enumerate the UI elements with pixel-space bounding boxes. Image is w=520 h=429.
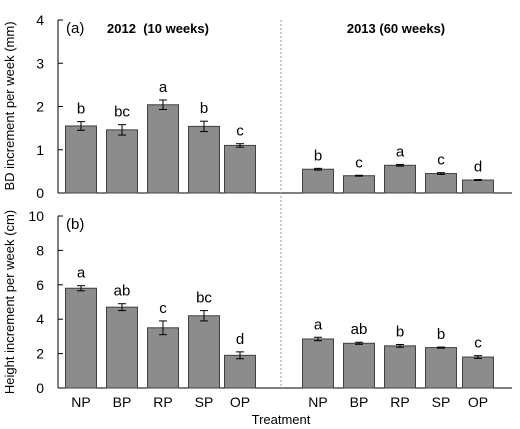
x-tick-label-bp: BP [113,394,132,410]
x-tick-label-op: OP [230,394,250,410]
panel-b-significance-letter: a [314,316,323,333]
panel-a-bar-sp [425,173,457,194]
panel-b-bar-rp [384,345,416,389]
panel-a-significance-letter: a [159,79,168,96]
panel-a-y-tick-label: 0 [36,185,44,201]
panel-a-bar-sp [188,125,220,194]
x-axis-title: Treatment [252,412,311,427]
panel-a-significance-letter: c [355,154,363,171]
panel-a-bar-np [302,168,334,194]
panel-a-y-tick-label: 2 [36,99,44,115]
panel-a-label: (a) [66,20,84,37]
panel-b-significance-letter: ab [351,321,368,338]
panel-a-significance-letter: b [314,147,322,164]
panel-b-significance-letter: d [236,331,244,348]
panel-b-y-tick-label: 2 [36,346,44,362]
panel-a-bar-op [224,144,256,194]
panel-b-bar-bp [106,306,138,389]
panel-b-significance-letter: b [437,326,445,343]
group-title-2012: 2012 (10 weeks) [107,21,209,36]
panel-b-bar-sp [425,347,457,389]
panel-a-significance-letter: c [236,123,244,140]
panel-b-y-tick-label: 0 [36,380,44,396]
x-tick-label-sp: SP [432,394,451,410]
panel-a-y-label: BD increment per week (mm) [2,21,17,190]
panel-a-bar-bp [343,175,375,194]
panel-b-significance-letter: c [474,335,482,352]
panel-b-bar-sp [188,315,220,389]
panel-a-significance-letter: b [77,101,85,118]
x-tick-label-np: NP [308,394,327,410]
x-tick-label-np: NP [71,394,90,410]
panel-b-significance-letter: b [396,323,404,340]
panel-a-y-tick-label: 1 [36,142,44,158]
panel-b-bar-bp [343,342,375,389]
panel-b-bar-op [224,354,256,389]
panel-a-bar-op [462,179,494,194]
panel-b-label: (b) [66,216,84,233]
panel-a-significance-letter: d [474,159,482,176]
panel-a-bar-rp [384,164,416,194]
panel-a-significance-letter: c [437,152,445,169]
x-tick-label-rp: RP [390,394,409,410]
panel-b-significance-letter: bc [196,290,212,307]
panel-a-bar-rp [147,104,179,194]
panel-b-significance-letter: ab [114,283,131,300]
panel-b-y-tick-label: 6 [36,277,44,293]
group-title-2013: 2013 (60 weeks) [347,21,445,36]
panel-b-y-tick-label: 10 [28,208,44,224]
panel-b-significance-letter: c [159,300,167,317]
panel-a-y-tick-label: 3 [36,55,44,71]
panel-a-significance-letter: bc [114,104,130,121]
panel-a-significance-letter: b [200,100,208,117]
x-tick-label-op: OP [468,394,488,410]
panel-a-significance-letter: a [396,143,405,160]
panel-b-significance-letter: a [77,265,86,282]
panel-a-bar-bp [106,129,138,194]
panel-a-y-tick-label: 4 [36,12,44,28]
panel-a-bar-np [65,125,97,194]
panel-b-bar-rp [147,327,179,389]
panel-b-y-tick-label: 8 [36,242,44,258]
panel-b-bar-np [65,287,97,389]
x-tick-label-sp: SP [195,394,214,410]
panel-b-y-tick-label: 4 [36,311,44,327]
x-tick-label-rp: RP [153,394,172,410]
x-tick-label-bp: BP [350,394,369,410]
panel-b-bar-op [462,356,494,389]
panel-b-bar-np [302,338,334,389]
panel-b-y-label: Height increment per week (cm) [2,210,17,394]
